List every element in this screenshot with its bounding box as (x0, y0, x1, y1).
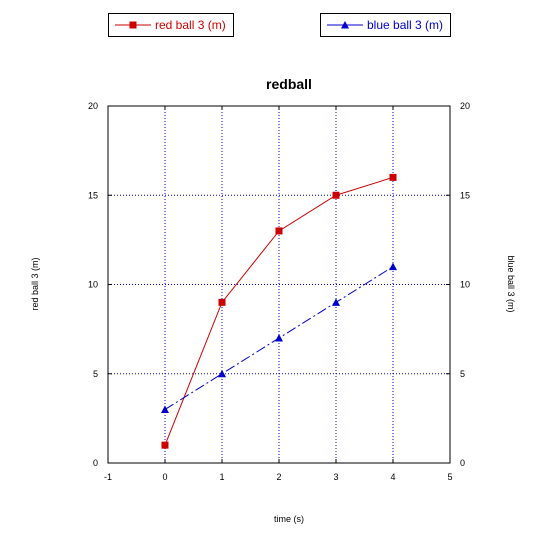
y-tick-label-right: 20 (460, 101, 470, 111)
y-tick-label-right: 10 (460, 280, 470, 290)
x-tick-label: 2 (276, 472, 281, 482)
y-tick-label-left: 15 (88, 190, 98, 200)
chart-title: redball (266, 76, 312, 92)
triangle-marker-icon (327, 21, 363, 29)
x-tick-label: 4 (390, 472, 395, 482)
legend-label-red: red ball 3 (m) (155, 18, 226, 32)
y-tick-label-right: 5 (460, 369, 465, 379)
x-tick-label: 0 (162, 472, 167, 482)
y-tick-label-left: 20 (88, 101, 98, 111)
legend-item-blue-ball: blue ball 3 (m) (320, 13, 451, 37)
data-point-red-ball (161, 441, 169, 449)
y-tick-label-right: 15 (460, 190, 470, 200)
data-point-blue-ball (389, 262, 397, 271)
y-tick-label-left: 0 (93, 458, 98, 468)
y-tick-label-right: 0 (460, 458, 465, 468)
data-point-red-ball (332, 191, 340, 199)
data-point-blue-ball (161, 405, 169, 413)
x-tick-label: 5 (447, 472, 452, 482)
legend-swatch-red (115, 19, 151, 31)
data-point-blue-ball (275, 334, 283, 342)
y-axis-label-left: red ball 3 (m) (30, 257, 40, 310)
legend-swatch-blue (327, 19, 363, 31)
y-tick-label-left: 5 (93, 369, 98, 379)
series-layer (161, 173, 397, 449)
x-axis-label: time (s) (274, 514, 304, 524)
data-point-blue-ball (218, 369, 226, 378)
y-axis-label-right: blue ball 3 (m) (506, 255, 516, 312)
grid-lines (108, 106, 450, 463)
x-tick-label: -1 (104, 472, 112, 482)
legend-item-red-ball: red ball 3 (m) (108, 13, 234, 37)
x-tick-label: 3 (333, 472, 338, 482)
data-point-blue-ball (332, 298, 340, 306)
data-point-red-ball (218, 298, 226, 306)
data-point-red-ball (389, 173, 397, 181)
y-tick-label-left: 10 (88, 280, 98, 290)
square-marker-icon (115, 21, 151, 29)
data-point-red-ball (275, 227, 283, 235)
x-tick-label: 1 (219, 472, 224, 482)
legend-label-blue: blue ball 3 (m) (367, 18, 444, 32)
